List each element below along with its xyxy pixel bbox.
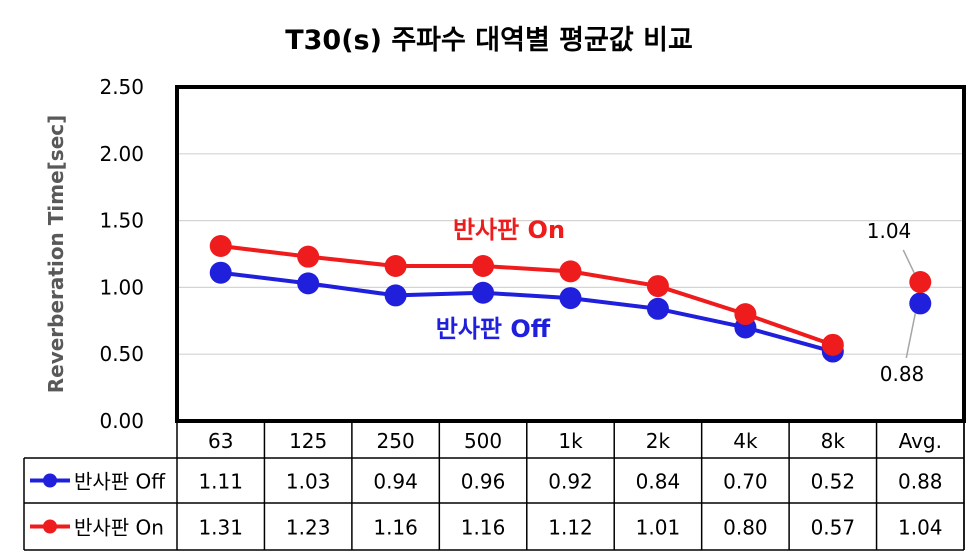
data-point (734, 303, 757, 326)
table-cell: 0.80 (723, 516, 768, 540)
data-point (209, 261, 232, 284)
data-point (472, 281, 495, 304)
series-line-0 (220, 270, 834, 354)
series-annotation-off: 반사판 Off (436, 315, 551, 343)
data-point (297, 245, 320, 268)
table-cell: 0.94 (373, 470, 418, 494)
legend-marker (43, 519, 57, 534)
table-cell: 1.23 (286, 516, 331, 540)
y-tick-label: 2.00 (99, 142, 144, 166)
legend-label: 반사판 On (74, 516, 164, 540)
y-tick-label: 1.50 (99, 209, 144, 233)
x-tick-label: 8k (821, 429, 846, 453)
table-cell: 1.16 (373, 516, 418, 540)
table-cell: 1.04 (898, 516, 943, 540)
leader-line (902, 249, 915, 274)
data-point (559, 260, 582, 283)
data-point (646, 275, 669, 298)
plot-series: 반사판 On 반사판 Off 1.04 0.88 (209, 216, 932, 386)
x-tick-label: Avg. (899, 429, 942, 453)
x-tick-label: 2k (646, 429, 671, 453)
table-cell: 0.70 (723, 470, 768, 494)
avg-label-on: 1.04 (867, 219, 912, 243)
table-cell: 0.57 (811, 516, 856, 540)
x-tick-label: 4k (733, 429, 758, 453)
table-cell: 0.96 (461, 470, 506, 494)
data-point (472, 255, 495, 278)
data-point (646, 297, 669, 320)
table-cell: 1.03 (286, 470, 331, 494)
table-cell: 1.01 (636, 516, 681, 540)
data-table: 63 125 250 500 1k 2k 4k 8k Avg. 반사판 Off 1.11 1.03 0.… (23, 421, 965, 551)
series-annotation-on: 반사판 On (453, 216, 565, 244)
table-cell: 0.84 (636, 470, 681, 494)
legend-label: 반사판 Off (74, 470, 166, 494)
data-point (909, 271, 932, 294)
data-point (209, 234, 232, 257)
table-cell: 0.52 (811, 470, 856, 494)
series-line-1 (220, 243, 834, 347)
x-tick-label: 1k (558, 429, 583, 453)
table-cell: 0.92 (548, 470, 593, 494)
y-axis-label: Reverberation Time[sec] (44, 115, 68, 394)
table-cell: 0.88 (898, 470, 943, 494)
y-tick-labels: 0.00 0.50 1.00 1.50 2.00 2.50 (99, 75, 144, 433)
y-tick-label: 0.50 (99, 342, 144, 366)
data-point (559, 287, 582, 310)
plot-area-border (175, 85, 966, 423)
table-cell: 1.11 (198, 470, 243, 494)
table-cell: 1.12 (548, 516, 593, 540)
table-cell: 1.16 (461, 516, 506, 540)
leader-line (905, 313, 917, 359)
data-point (909, 292, 932, 315)
y-tick-label: 0.00 (99, 409, 144, 433)
x-tick-label: 500 (464, 429, 502, 453)
x-tick-label: 250 (377, 429, 415, 453)
data-point (821, 333, 844, 356)
data-point (384, 255, 407, 278)
x-tick-label: 125 (289, 429, 327, 453)
avg-label-off: 0.88 (880, 362, 925, 386)
x-tick-label: 63 (208, 429, 233, 453)
legend-marker (43, 473, 57, 488)
data-point (297, 272, 320, 295)
table-cell: 1.31 (198, 516, 243, 540)
chart-title: T30(s) 주파수 대역별 평균값 비교 (285, 25, 693, 56)
y-tick-label: 2.50 (99, 75, 144, 99)
y-tick-label: 1.00 (99, 275, 144, 299)
data-point (384, 284, 407, 307)
